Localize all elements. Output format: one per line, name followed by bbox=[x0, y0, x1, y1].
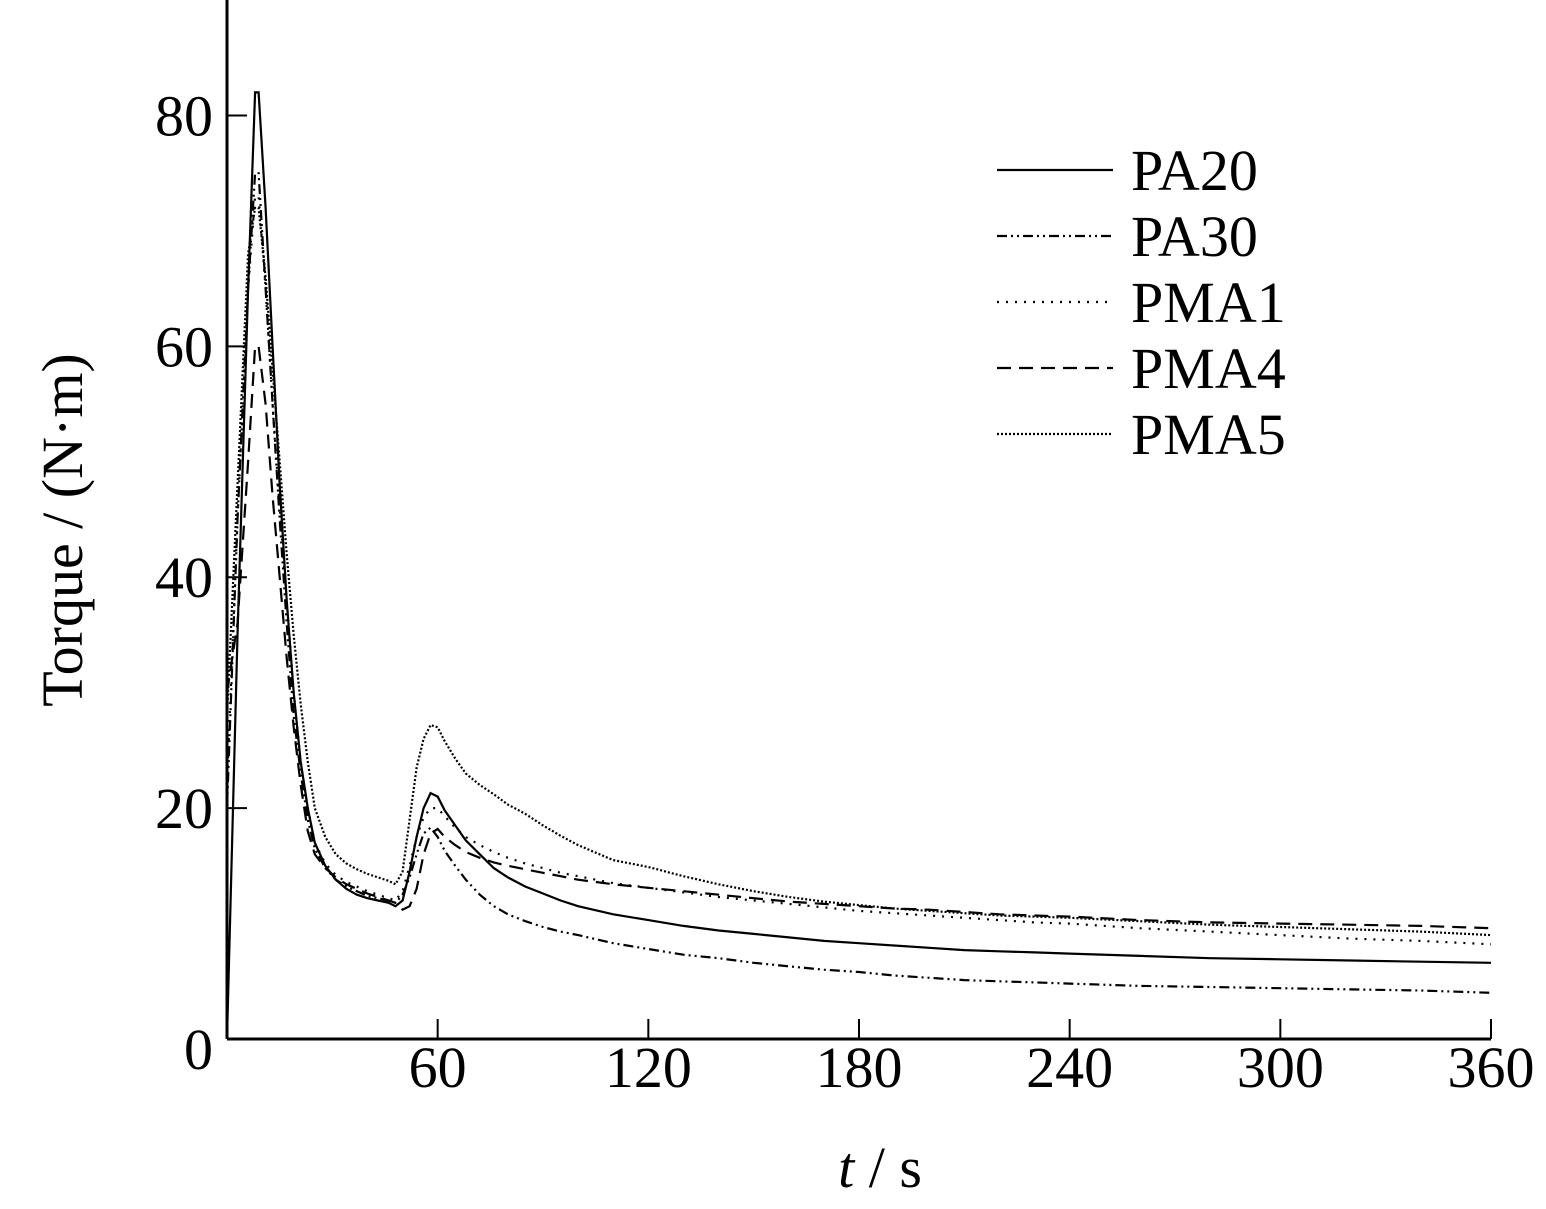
x-tick-label: 60 bbox=[409, 1035, 467, 1100]
x-axis-label: t / s bbox=[838, 1135, 922, 1200]
x-tick-label: 240 bbox=[1026, 1035, 1113, 1100]
y-tick-label: 80 bbox=[155, 83, 213, 148]
y-tick-label: 40 bbox=[155, 545, 213, 610]
series-line-pma1 bbox=[225, 195, 1492, 946]
x-axis-label-symbol: t bbox=[838, 1135, 856, 1200]
y-tick-label: 60 bbox=[155, 314, 213, 379]
legend-label-pma1: PMA1 bbox=[1131, 270, 1286, 335]
series-line-pma5 bbox=[225, 206, 1492, 937]
y-axis-label: Torque / (N·m) bbox=[30, 353, 95, 707]
y-tick-label: 0 bbox=[184, 1017, 213, 1082]
x-axis-label-unit: / s bbox=[854, 1135, 922, 1200]
axes bbox=[225, 0, 1491, 1041]
legend-label-pma4: PMA4 bbox=[1131, 336, 1286, 401]
y-tick-label: 20 bbox=[155, 776, 213, 841]
legend-label-pma5: PMA5 bbox=[1131, 402, 1286, 467]
x-tick-label: 360 bbox=[1448, 1035, 1535, 1100]
x-tick-label: 300 bbox=[1237, 1035, 1324, 1100]
ticks: 60 120 180 240 300 360 0 20 40 60 80 bbox=[155, 83, 1535, 1100]
series-line-pa30 bbox=[225, 172, 1492, 994]
series-line-pa20 bbox=[225, 91, 1492, 1040]
legend-label-pa20: PA20 bbox=[1131, 138, 1258, 203]
legend-label-pa30: PA30 bbox=[1131, 204, 1258, 269]
x-tick-label: 120 bbox=[605, 1035, 692, 1100]
x-tick-label: 180 bbox=[816, 1035, 903, 1100]
series-lines bbox=[225, 91, 1492, 1040]
series-line-pma4 bbox=[225, 345, 1492, 930]
